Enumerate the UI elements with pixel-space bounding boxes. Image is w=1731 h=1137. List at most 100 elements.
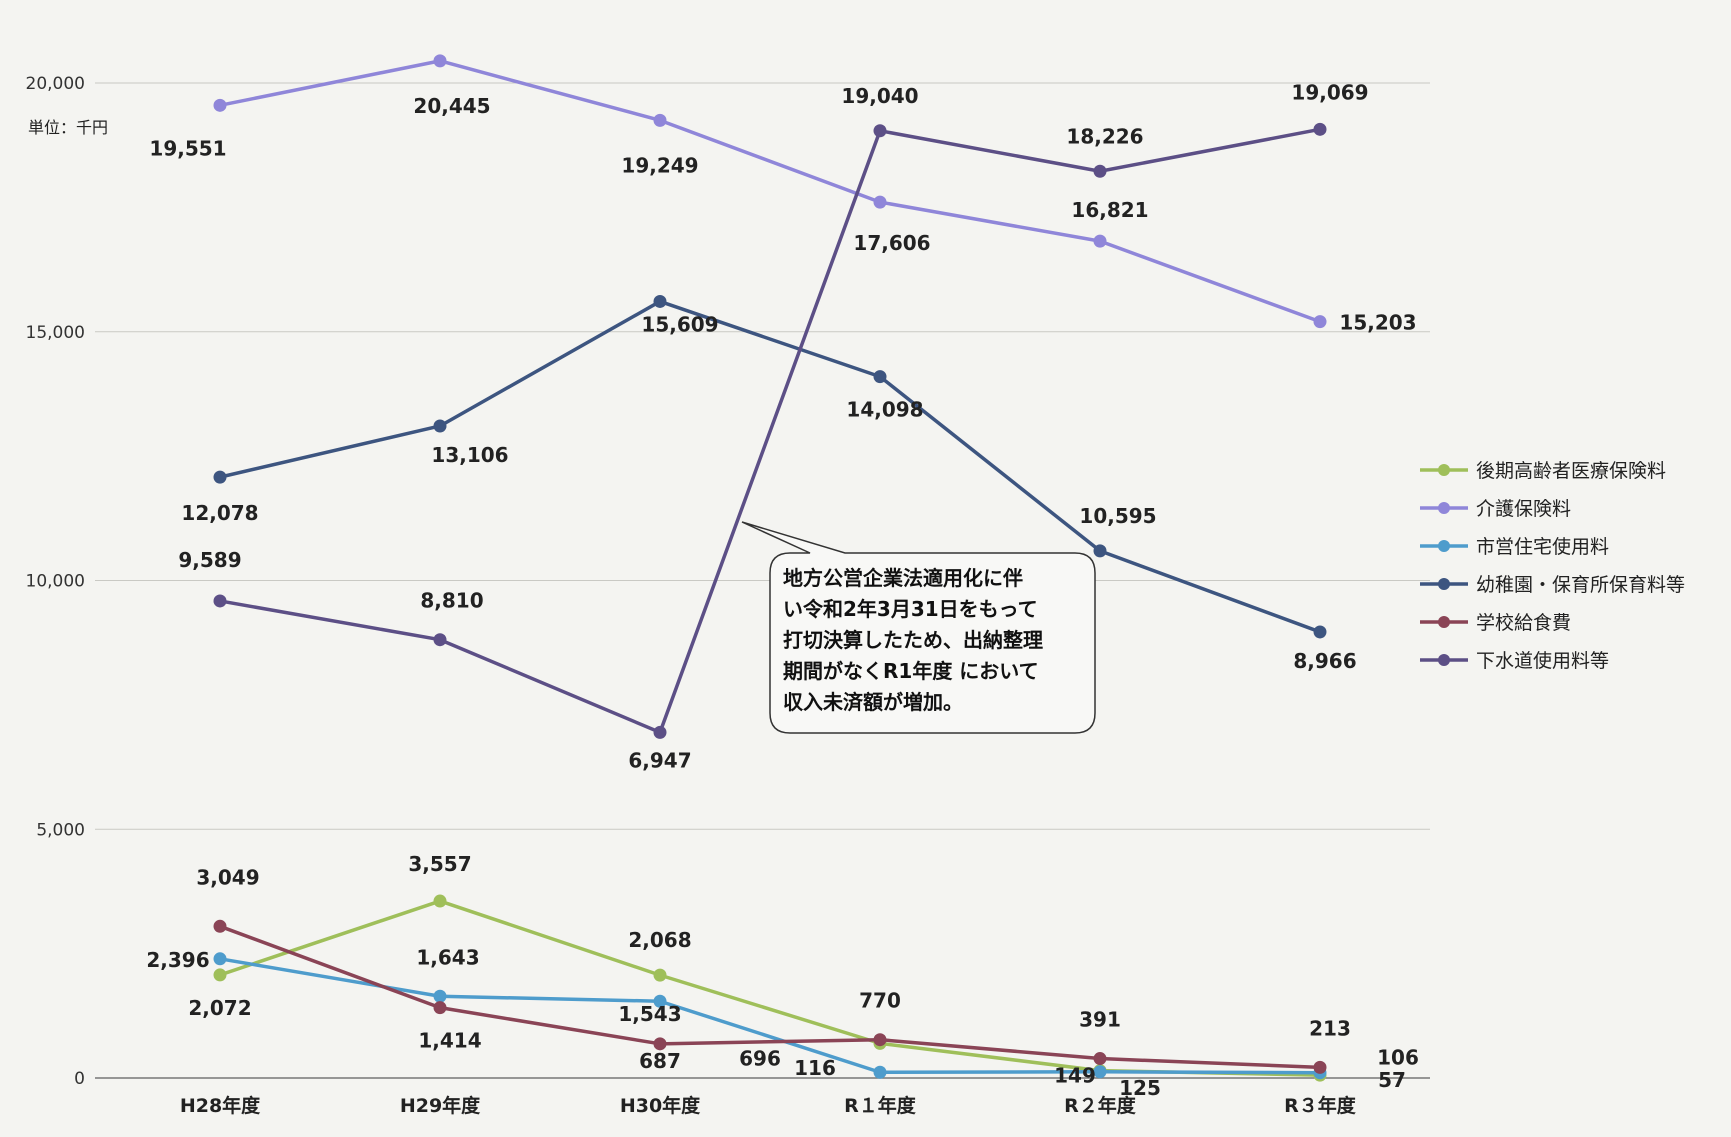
series-line — [219, 127, 1321, 735]
data-label: 15,203 — [1339, 311, 1416, 335]
legend: 後期高齢者医療保険料介護保険料市営住宅使用料幼稚園・保育所保育料等学校給食費下水… — [1420, 460, 1685, 672]
x-tick-label: R１年度 — [844, 1094, 917, 1117]
legend-label: 幼稚園・保育所保育料等 — [1476, 574, 1685, 596]
data-label: 18,226 — [1066, 124, 1143, 148]
data-point — [873, 124, 887, 138]
data-label: 2,068 — [628, 928, 691, 952]
data-label: 12,078 — [181, 501, 258, 525]
data-point — [433, 1001, 447, 1015]
data-point — [433, 989, 447, 1003]
series-line — [219, 924, 1321, 1070]
data-point — [873, 1065, 887, 1079]
y-tick-label: 20,000 — [26, 74, 85, 94]
data-label: 8,966 — [1293, 649, 1356, 673]
data-point — [1093, 164, 1107, 178]
data-point — [653, 968, 667, 982]
data-point — [1313, 1060, 1327, 1074]
data-label: 213 — [1309, 1016, 1351, 1040]
data-point — [653, 725, 667, 739]
data-label: 116 — [794, 1056, 836, 1080]
data-label: 19,040 — [841, 84, 918, 108]
data-label: 6,947 — [628, 748, 691, 772]
legend-label: 学校給食費 — [1476, 612, 1571, 634]
data-label: 1,414 — [418, 1029, 481, 1053]
data-point — [1093, 544, 1107, 558]
annotation-line: 打切決算したため、出納整理 — [783, 628, 1043, 652]
data-point — [433, 894, 447, 908]
data-label: 10,595 — [1079, 504, 1156, 528]
data-label: 8,810 — [420, 589, 483, 613]
x-tick-label: H30年度 — [620, 1094, 701, 1117]
data-point — [653, 1037, 667, 1051]
data-point — [433, 419, 447, 433]
legend-marker — [1438, 616, 1450, 628]
data-point — [213, 919, 227, 933]
data-label: 391 — [1079, 1008, 1121, 1032]
x-tick-label: R３年度 — [1284, 1094, 1357, 1117]
data-point — [1313, 315, 1327, 329]
data-label: 16,821 — [1071, 198, 1148, 222]
data-label: 696 — [739, 1046, 781, 1070]
data-point — [1313, 625, 1327, 639]
legend-label: 後期高齢者医療保険料 — [1476, 460, 1666, 482]
data-label: 3,557 — [408, 852, 471, 876]
data-label: 1,643 — [416, 945, 479, 969]
legend-marker — [1438, 502, 1450, 514]
legend-label: 下水道使用料等 — [1476, 650, 1609, 672]
data-label: 687 — [639, 1049, 681, 1073]
annotation-callout: 地方公営企業法適用化に伴い令和2年3月31日をもって打切決算したため、出納整理期… — [741, 521, 1096, 734]
y-tick-label: 5,000 — [36, 820, 85, 840]
data-label: 1,543 — [618, 1002, 681, 1026]
data-label: 149 — [1054, 1064, 1096, 1088]
data-label: 2,072 — [188, 996, 251, 1020]
legend-marker — [1438, 578, 1450, 590]
data-label: 15,609 — [641, 312, 718, 336]
legend-label: 市営住宅使用料 — [1476, 536, 1609, 558]
series-line — [219, 59, 1321, 324]
data-label: 17,606 — [853, 231, 930, 255]
data-label: 20,445 — [413, 94, 490, 118]
data-point — [873, 195, 887, 209]
data-label: 9,589 — [178, 548, 241, 572]
data-label: 125 — [1119, 1076, 1161, 1100]
y-tick-label: 15,000 — [26, 323, 85, 343]
legend-marker — [1438, 464, 1450, 476]
series-line — [219, 299, 1321, 634]
data-point — [653, 113, 667, 127]
data-point — [433, 54, 447, 68]
data-point — [653, 994, 667, 1008]
data-point — [653, 294, 667, 308]
annotation-line: 期間がなくR1年度 において — [783, 659, 1039, 683]
data-label: 57 — [1378, 1068, 1406, 1092]
legend-label: 介護保険料 — [1476, 498, 1571, 520]
data-point — [873, 370, 887, 384]
y-tick-label: 10,000 — [26, 572, 85, 592]
data-point — [1093, 1052, 1107, 1066]
data-point — [213, 968, 227, 982]
x-tick-label: R２年度 — [1064, 1094, 1137, 1117]
data-point — [213, 952, 227, 966]
data-label: 3,049 — [196, 865, 259, 889]
legend-marker — [1438, 540, 1450, 552]
x-tick-label: H29年度 — [400, 1094, 481, 1117]
y-tick-label: 0 — [74, 1069, 85, 1089]
unit-label: 単位：千円 — [28, 118, 108, 137]
data-point — [213, 98, 227, 112]
data-point — [873, 1033, 887, 1047]
annotation-line: い令和2年3月31日をもって — [783, 597, 1038, 621]
data-label: 19,551 — [149, 136, 226, 160]
annotation-line: 地方公営企業法適用化に伴 — [783, 566, 1023, 590]
data-label: 106 — [1377, 1046, 1419, 1070]
data-point — [1313, 122, 1327, 136]
series-line — [219, 957, 1321, 1075]
data-label: 2,396 — [146, 948, 209, 972]
data-point — [213, 470, 227, 484]
data-point — [213, 594, 227, 608]
data-label: 13,106 — [431, 443, 508, 467]
annotation-line: 収入未済額が増加。 — [783, 690, 963, 714]
data-label: 14,098 — [846, 398, 923, 422]
data-label: 19,069 — [1291, 80, 1368, 104]
data-label: 770 — [859, 989, 901, 1013]
data-point — [433, 633, 447, 647]
